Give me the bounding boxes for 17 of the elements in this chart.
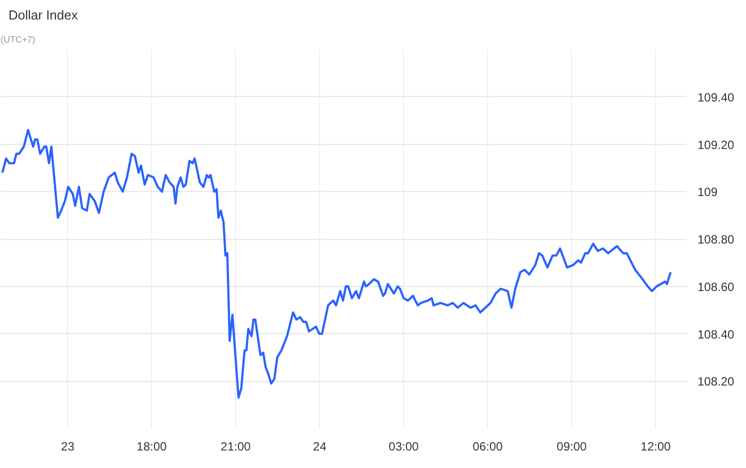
y-tick-label: 108.20 — [698, 374, 735, 389]
x-tick-label: 24 — [313, 440, 327, 454]
x-tick-label: 21:00 — [220, 440, 252, 454]
chart-title: Dollar Index — [8, 8, 78, 22]
x-tick-label: 23 — [61, 440, 75, 454]
y-tick-label: 109 — [698, 185, 718, 200]
y-tick-label: 108.40 — [698, 327, 735, 342]
y-tick-label: 108.80 — [698, 232, 735, 246]
chart-subtitle: (UTC+7) — [0, 34, 36, 44]
y-tick-label: 108.60 — [698, 280, 735, 294]
y-tick-label: 109.40 — [698, 90, 735, 104]
x-tick-label: 18:00 — [136, 440, 168, 454]
y-tick-label: 109.20 — [698, 138, 735, 152]
x-tick-label: 06:00 — [472, 440, 504, 454]
x-tick-label: 12:00 — [640, 440, 672, 454]
x-tick-label: 03:00 — [388, 440, 420, 454]
x-tick-label: 09:00 — [556, 440, 588, 454]
